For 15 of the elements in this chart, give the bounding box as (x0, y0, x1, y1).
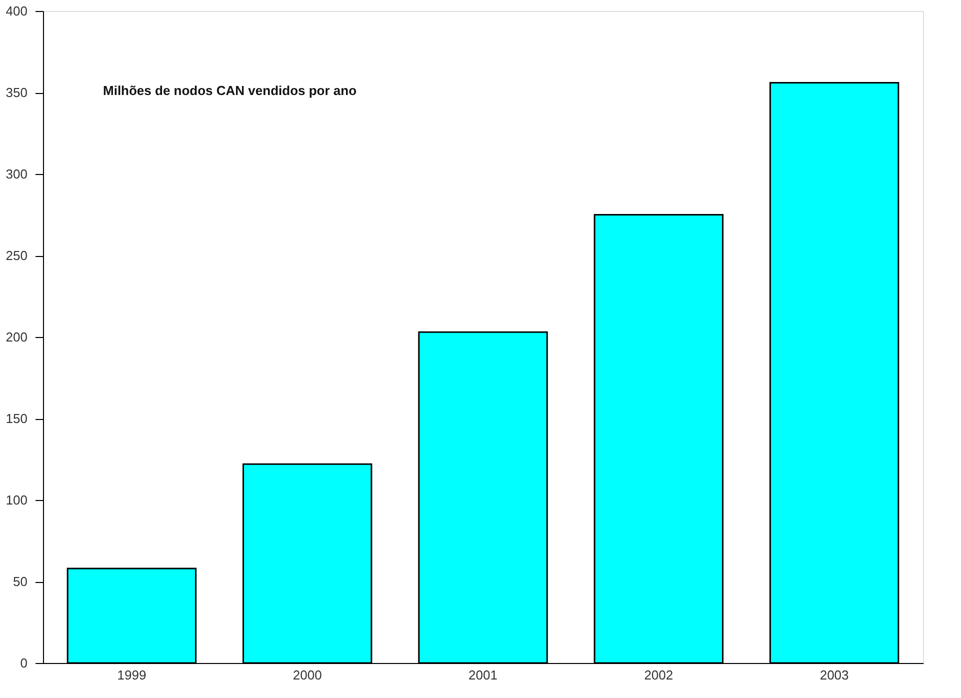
x-tick-label: 2002 (644, 668, 674, 682)
y-tick-label: 400 (6, 4, 28, 18)
x-tick-label: 2003 (820, 668, 849, 682)
y-tick-label: 200 (6, 330, 28, 344)
y-tick-label: 0 (20, 656, 28, 670)
y-tick-label: 150 (6, 411, 28, 426)
y-tick-label: 300 (6, 166, 28, 182)
x-tick-label: 2001 (468, 668, 498, 682)
y-tick-label: 350 (6, 85, 28, 100)
x-tick-label: 2000 (292, 668, 322, 682)
text: Milhões de nodos CAN vendidos por ano (103, 83, 357, 98)
y-tick-label: 50 (13, 574, 28, 589)
x-tick-label: 1999 (117, 668, 146, 682)
y-tick-label: 250 (6, 248, 28, 263)
y-tick-label: 100 (6, 492, 28, 508)
